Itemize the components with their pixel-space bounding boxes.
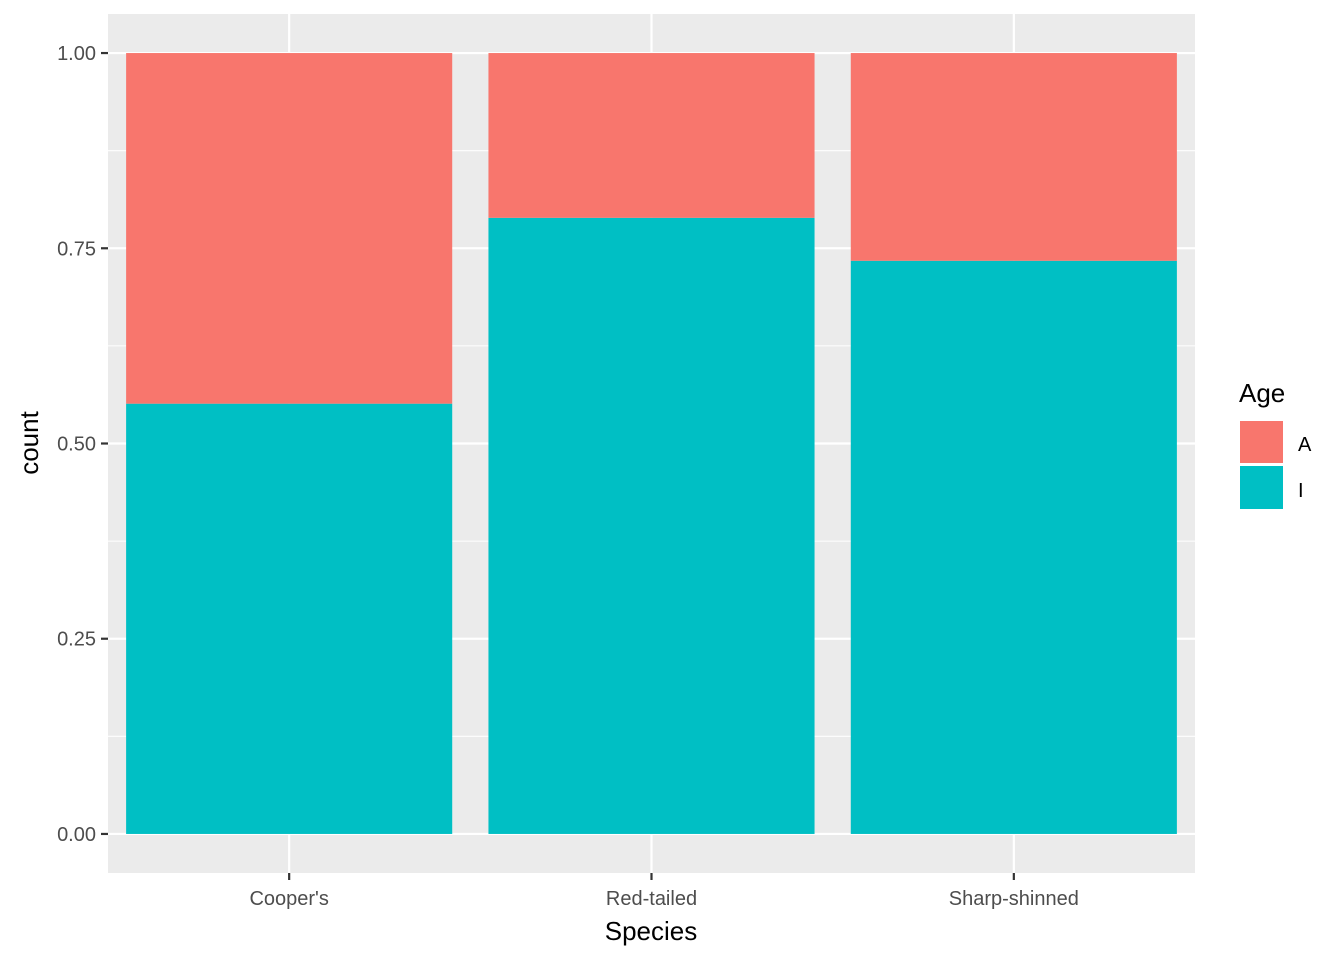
y-tick-label: 0.75 [57,238,96,260]
legend-label-i: I [1298,480,1304,502]
bar-i [488,217,815,834]
x-tick-label: Cooper's [249,888,328,910]
x-axis-title: Species [605,916,698,946]
x-axis-ticks: Cooper's Red-tailed Sharp-shinned [249,873,1079,910]
y-axis-title: count [14,410,44,474]
legend-key-i [1240,466,1283,509]
bar-i [850,260,1177,834]
legend-label-a: A [1298,434,1312,456]
x-tick-label: Sharp-shinned [949,888,1079,910]
bars [126,53,1177,834]
y-axis-ticks: 0.00 0.25 0.50 0.75 1.00 [57,43,108,846]
bar-a [850,53,1177,261]
x-tick-label: Red-tailed [606,888,697,910]
legend-title: Age [1239,378,1285,408]
bar-a [126,53,453,404]
y-tick-label: 0.00 [57,824,96,846]
y-tick-label: 1.00 [57,43,96,65]
bar-a [488,53,815,218]
legend-key-a [1240,421,1283,463]
bar-i [126,403,453,834]
y-tick-label: 0.25 [57,629,96,651]
y-tick-label: 0.50 [57,434,96,456]
legend: Age A I [1239,378,1312,509]
